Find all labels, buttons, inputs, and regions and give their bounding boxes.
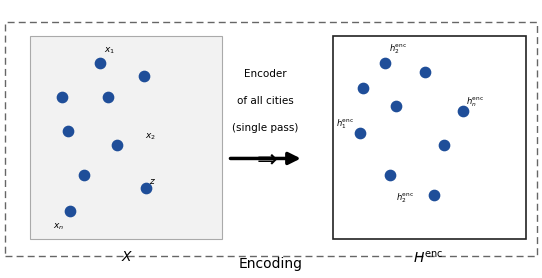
Point (386, 173, 395, 177)
Text: Encoder: Encoder (244, 69, 287, 79)
Text: $x_n$: $x_n$ (53, 221, 64, 232)
Text: of all cities: of all cities (237, 96, 294, 106)
Text: $h_n^{\mathrm{enc}}$: $h_n^{\mathrm{enc}}$ (466, 95, 485, 109)
Text: $x_1$: $x_1$ (104, 45, 115, 56)
Bar (30, 36, 222, 239)
Text: $h_2^{\mathrm{enc}}$: $h_2^{\mathrm{enc}}$ (396, 192, 414, 205)
Point (356, 131, 365, 136)
Point (139, 74, 148, 79)
Point (391, 103, 400, 108)
Point (63, 128, 72, 133)
Point (96, 60, 105, 65)
Text: $\Rightarrow$: $\Rightarrow$ (252, 147, 279, 170)
Bar (333, 36, 526, 239)
Text: (single pass): (single pass) (233, 123, 299, 133)
Point (104, 95, 113, 100)
Text: $H^{\mathrm{enc}}$: $H^{\mathrm{enc}}$ (413, 249, 443, 265)
Text: $x_2$: $x_2$ (145, 131, 156, 142)
Text: $h_2^{\mathrm{enc}}$: $h_2^{\mathrm{enc}}$ (389, 42, 408, 56)
Point (66, 209, 75, 214)
Point (459, 109, 468, 113)
Text: $X$: $X$ (121, 250, 133, 264)
Text: $z$: $z$ (149, 177, 156, 186)
Point (440, 142, 449, 147)
Point (112, 142, 121, 147)
Point (429, 192, 438, 197)
Point (359, 85, 367, 90)
Point (421, 70, 430, 75)
Point (80, 173, 88, 177)
Point (380, 60, 389, 65)
Text: Encoding: Encoding (239, 257, 303, 271)
Point (58, 95, 67, 100)
Bar (5, 22, 537, 256)
Text: $h_1^{\mathrm{enc}}$: $h_1^{\mathrm{enc}}$ (336, 118, 354, 131)
Point (142, 185, 151, 190)
